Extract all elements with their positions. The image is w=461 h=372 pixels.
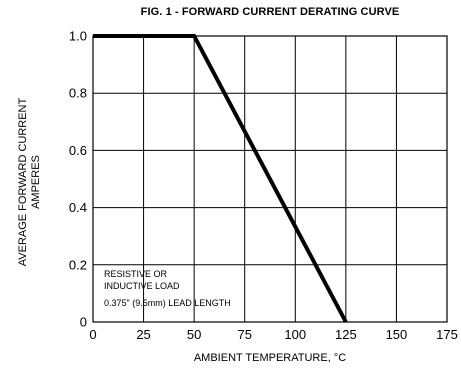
y-tick-label: 0.8: [69, 86, 87, 101]
annotation-line-1: RESISTIVE OR: [104, 269, 168, 279]
y-axis-label-line-2: AMPERES: [30, 155, 42, 209]
y-tick-label: 0: [80, 315, 87, 330]
y-tick-label: 0.6: [69, 143, 87, 158]
load-annotation: RESISTIVE OR INDUCTIVE LOAD 0.375" (9.5m…: [104, 268, 231, 309]
x-tick-label: 50: [187, 327, 201, 342]
x-tick-label: 25: [136, 327, 150, 342]
y-axis-label-line-1: AVERAGE FORWARD CURRENT: [17, 97, 29, 267]
x-tick-label: 150: [386, 327, 408, 342]
x-tick-label: 175: [436, 327, 458, 342]
annotation-line-3: 0.375" (9.5mm) LEAD LENGTH: [104, 298, 231, 308]
x-tick-labels: 0 25 50 75 100 125 150 175: [89, 327, 457, 342]
y-tick-label: 1.0: [69, 29, 87, 44]
chart-title: FIG. 1 - FORWARD CURRENT DERATING CURVE: [140, 6, 400, 18]
x-tick-label: 0: [89, 327, 96, 342]
y-axis-label: AVERAGE FORWARD CURRENT AMPERES: [17, 62, 43, 302]
x-axis-label: AMBIENT TEMPERATURE, °C: [193, 352, 347, 364]
x-tick-label: 75: [237, 327, 251, 342]
x-tick-label: 125: [335, 327, 357, 342]
y-tick-label: 0.4: [69, 200, 87, 215]
x-tick-label: 100: [284, 327, 306, 342]
y-tick-labels: 0 0.2 0.4 0.6 0.8 1.0: [69, 29, 87, 330]
y-tick-label: 0.2: [69, 257, 87, 272]
plot-frame: [92, 35, 448, 323]
annotation-line-2: INDUCTIVE LOAD: [104, 281, 180, 291]
